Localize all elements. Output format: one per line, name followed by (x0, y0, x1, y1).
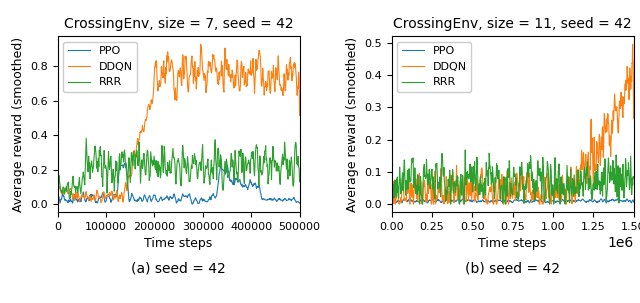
Title: CrossingEnv, size = 11, seed = 42: CrossingEnv, size = 11, seed = 42 (393, 17, 632, 31)
PPO (253, 185, 260, 188)
RRR (630, 176, 637, 180)
RRR (296, 180, 303, 184)
RRR (461, 148, 469, 152)
Legend: PPO, DDQN, RRR: PPO, DDQN, RRR (63, 42, 138, 92)
RRR (529, 191, 537, 195)
DDQN (291, 66, 299, 69)
RRR (198, 150, 206, 154)
DDQN (580, 151, 588, 154)
PPO (434, 198, 442, 202)
RRR (542, 177, 550, 180)
PPO (171, 193, 179, 197)
PPO (388, 200, 396, 204)
PPO (630, 200, 637, 204)
Line: PPO: PPO (58, 162, 300, 204)
DDQN (54, 189, 61, 193)
Line: RRR: RRR (392, 150, 634, 204)
PPO (291, 198, 299, 201)
Line: DDQN: DDQN (58, 44, 300, 202)
DDQN (388, 176, 396, 180)
PPO (512, 197, 520, 200)
DDQN (197, 42, 205, 46)
DDQN (496, 178, 504, 181)
RRR (83, 136, 90, 140)
PPO (54, 195, 61, 199)
RRR (171, 157, 179, 161)
RRR (54, 201, 61, 204)
Y-axis label: Average reward (smoothed): Average reward (smoothed) (346, 37, 358, 212)
PPO (122, 161, 129, 164)
RRR (253, 143, 260, 147)
Y-axis label: Average reward (smoothed): Average reward (smoothed) (12, 37, 24, 212)
DDQN (392, 202, 399, 206)
RRR (291, 163, 298, 167)
DDQN (435, 185, 442, 189)
PPO (296, 201, 303, 205)
PPO (199, 199, 207, 203)
RRR (388, 202, 396, 206)
DDQN (468, 189, 476, 193)
Line: RRR: RRR (58, 138, 300, 202)
DDQN (529, 191, 537, 195)
DDQN (296, 114, 303, 117)
RRR (169, 146, 177, 150)
RRR (580, 181, 588, 185)
Legend: PPO, DDQN, RRR: PPO, DDQN, RRR (397, 42, 471, 92)
DDQN (185, 76, 193, 80)
PPO (580, 198, 588, 202)
PPO (543, 200, 550, 204)
DDQN (171, 90, 179, 94)
RRR (496, 197, 504, 200)
PPO (468, 200, 476, 203)
X-axis label: Time steps: Time steps (145, 237, 212, 250)
PPO (189, 202, 196, 206)
PPO (530, 199, 538, 203)
DDQN (628, 42, 636, 46)
PPO (525, 201, 533, 205)
DDQN (253, 66, 260, 70)
Text: (a) seed = 42: (a) seed = 42 (131, 262, 226, 276)
DDQN (630, 117, 637, 121)
X-axis label: Time steps: Time steps (479, 237, 547, 250)
PPO (185, 193, 193, 197)
DDQN (97, 201, 104, 204)
PPO (496, 198, 504, 201)
DDQN (199, 69, 207, 72)
DDQN (169, 67, 177, 71)
Text: (b) seed = 42: (b) seed = 42 (465, 262, 560, 276)
Title: CrossingEnv, size = 7, seed = 42: CrossingEnv, size = 7, seed = 42 (64, 17, 293, 31)
PPO (169, 196, 177, 199)
Line: DDQN: DDQN (392, 44, 634, 204)
Line: PPO: PPO (392, 198, 634, 203)
RRR (434, 187, 442, 191)
RRR (468, 180, 476, 183)
RRR (185, 179, 193, 183)
DDQN (542, 191, 550, 195)
